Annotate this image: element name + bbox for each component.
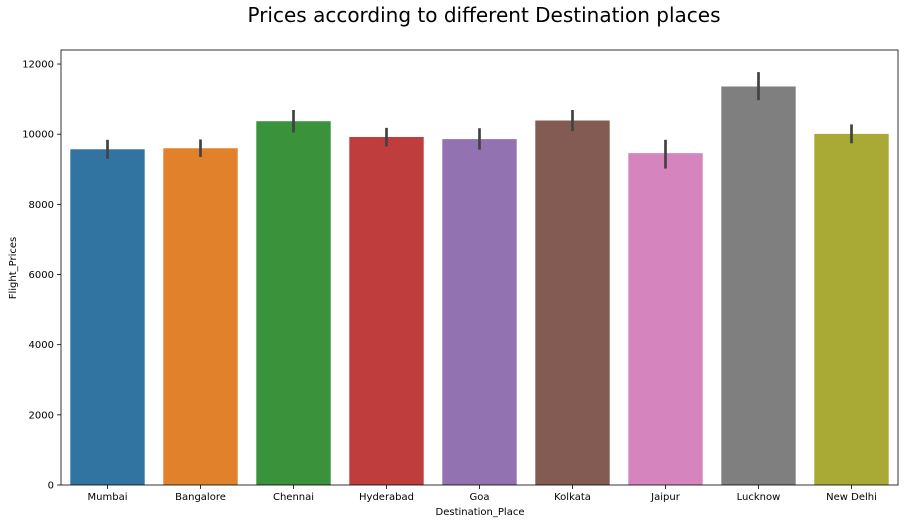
y-axis: 0 2000 4000 6000 8000 10000 12000 (22, 60, 61, 492)
x-tick-label: Lucknow (737, 492, 781, 503)
x-tick-label: New Delhi (826, 492, 877, 503)
bar-lucknow (721, 86, 796, 485)
y-tick-label: 10000 (22, 130, 54, 141)
x-axis-label: Destination_Place (436, 507, 525, 518)
bar-jaipur (628, 153, 703, 486)
bar-chennai (256, 121, 331, 485)
x-tick-label: Mumbai (88, 492, 128, 503)
x-axis: Mumbai Bangalore Chennai Hyderabad Goa Kolkat… (88, 485, 877, 503)
bar-kolkata (535, 120, 610, 486)
y-tick-label: 2000 (29, 410, 54, 421)
x-tick-label: Chennai (273, 492, 314, 503)
plot-area-frame (60, 49, 899, 486)
chart-title: Prices according to different Destinatio… (248, 3, 721, 27)
y-axis-label: Flight_Prices (8, 237, 19, 300)
y-tick-label: 8000 (29, 200, 54, 211)
x-tick-label: Kolkata (554, 492, 591, 503)
x-tick-label: Jaipur (650, 492, 681, 503)
bar-goa (442, 139, 517, 485)
y-tick-label: 4000 (29, 340, 54, 351)
x-tick-label: Hyderabad (359, 492, 414, 503)
error-bars-layer (106, 72, 853, 169)
bar-new-delhi (814, 133, 889, 485)
bar-mumbai (70, 149, 145, 485)
bar-bangalore (163, 148, 238, 485)
y-tick-label: 0 (48, 481, 54, 492)
bars-layer (70, 86, 889, 486)
x-tick-label: Goa (470, 492, 490, 503)
y-tick-label: 6000 (29, 270, 54, 281)
y-tick-label: 12000 (22, 60, 54, 71)
x-tick-label: Bangalore (175, 492, 226, 503)
bar-hyderabad (349, 137, 424, 485)
